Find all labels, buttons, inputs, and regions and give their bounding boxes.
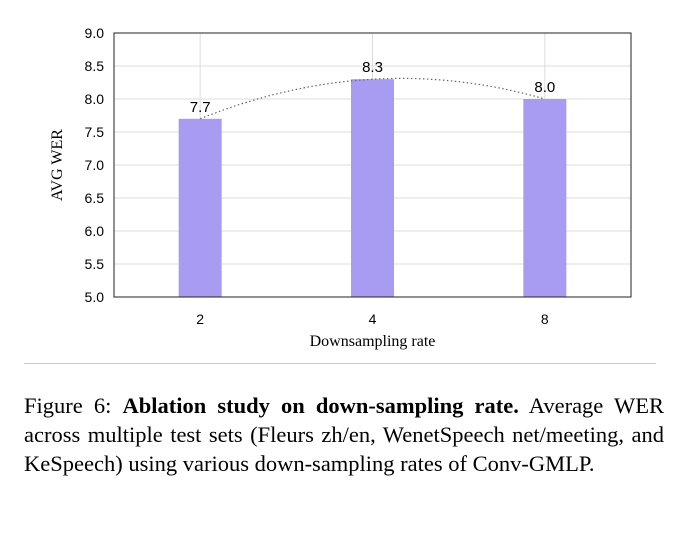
x-tick-label: 4 (369, 311, 377, 327)
plot-frame (113, 32, 632, 298)
data-label-8: 8.0 (534, 79, 555, 96)
data-label-4: 8.3 (362, 59, 383, 76)
x-tick-label: 2 (196, 311, 204, 327)
y-tick-labels: 5.0 5.5 6.0 6.5 7.0 7.5 8.0 8.5 9.0 (85, 25, 105, 305)
trend-line (199, 77, 545, 120)
bar-8 (523, 99, 567, 297)
caption-text: Average WER across multiple test sets (F… (24, 393, 664, 476)
y-axis-title: AVG WER (49, 129, 66, 201)
caption-title: Ablation study on down-sampling rate. (122, 393, 519, 418)
caption-divider (24, 363, 656, 364)
data-labels: 7.7 8.3 8.0 (190, 59, 556, 116)
caption-label: Figure 6: (24, 393, 112, 418)
y-tick-label: 8.0 (85, 91, 105, 107)
x-tick-label: 8 (541, 311, 549, 327)
y-tick-label: 8.5 (85, 58, 105, 74)
y-tick-label: 7.0 (85, 157, 105, 173)
y-tick-label: 7.5 (85, 124, 105, 140)
bars (178, 79, 567, 297)
bar-4 (351, 79, 394, 297)
y-tick-label: 6.0 (85, 223, 105, 239)
bar-chart: 7.7 8.3 8.0 5.0 5.5 6.0 6.5 7.0 7.5 8.0 8.5 9.0 2 4… (49, 25, 632, 350)
y-tick-label: 9.0 (85, 25, 105, 41)
y-tick-label: 5.0 (85, 289, 105, 305)
figure-caption: Figure 6: Ablation study on down-samplin… (24, 391, 664, 478)
y-tick-label: 5.5 (85, 256, 105, 272)
x-axis-title: Downsampling rate (310, 333, 436, 350)
bar-2 (178, 118, 222, 297)
y-tick-label: 6.5 (85, 190, 105, 206)
data-label-2: 7.7 (190, 99, 211, 116)
x-tick-labels: 2 4 8 (196, 311, 549, 327)
